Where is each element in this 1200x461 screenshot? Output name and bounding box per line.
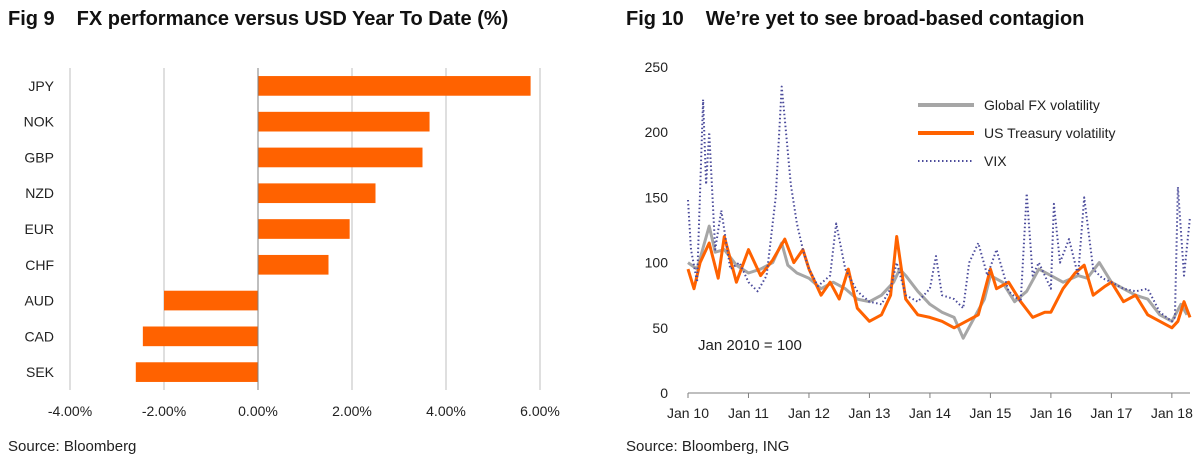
fig9-category-label: EUR: [24, 221, 54, 237]
fig10-y-tick-label: 100: [645, 255, 669, 271]
fig10-annotation: Jan 2010 = 100: [698, 337, 802, 354]
fig9-bar-chart: JPY NOK GBP NZD EUR CHF AUD CAD SEK -4.00% -2.00% 0…: [24, 68, 560, 419]
fig9-category-label: NOK: [24, 114, 55, 130]
fig9-category-label: CAD: [24, 328, 54, 344]
fig9-source: Source: Bloomberg: [8, 438, 137, 455]
fig9-number: Fig 9: [8, 8, 55, 30]
fig10-y-tick-label: 0: [660, 385, 668, 401]
fig9-category-label: GBP: [24, 149, 54, 165]
fig9-bar-nzd: [258, 183, 376, 204]
fig9-bar-aud: [164, 290, 258, 311]
fig10-series-vix: [687, 85, 1191, 323]
fig10-x-tick-label: Jan 15: [969, 405, 1011, 421]
fig9-x-tick-label: 4.00%: [426, 403, 466, 419]
fig9-bar-nok: [258, 111, 430, 132]
fig10-number: Fig 10: [626, 8, 684, 30]
fig10-y-tick-label: 200: [645, 124, 669, 140]
fig10-y-tick-label: 250: [645, 59, 669, 75]
fig10-title-text: We’re yet to see broad-based contagion: [705, 8, 1085, 30]
fig9-title-text: FX performance versus USD Year To Date (…: [76, 8, 509, 30]
fig9-bar-sek: [135, 362, 258, 382]
fig9-category-label: JPY: [28, 78, 54, 94]
fig10-y-tick-label: 50: [652, 320, 668, 336]
fig10-panel: Fig 10 We’re yet to see broad-based conta…: [600, 0, 1200, 461]
fig10-legend-label: Global FX volatility: [984, 97, 1100, 113]
fig10-x-tick-label: Jan 13: [848, 405, 890, 421]
fig9-bar-chf: [258, 254, 329, 275]
fig9-bar-eur: [258, 219, 350, 239]
fig10-title: Fig 10 We’re yet to see broad-based conta…: [626, 8, 1084, 31]
fig10-legend-label: VIX: [984, 153, 1007, 169]
fig9-title: Fig 9 FX performance versus USD Year To D…: [8, 8, 508, 31]
fig10-source: Source: Bloomberg, ING: [626, 438, 790, 455]
fig9-x-tick-label: 6.00%: [520, 403, 560, 419]
fig10-line-chart: 0 50 100 150 200 250 Jan 10 Jan 11 Jan 12 Jan 13 J…: [645, 59, 1193, 421]
fig10-series-global-fx: [687, 224, 1189, 340]
fig10-x-tick-label: Jan 14: [909, 405, 951, 421]
fig9-x-tick-label: 2.00%: [332, 403, 372, 419]
fig9-bar-jpy: [258, 76, 531, 96]
fig10-y-tick-label: 150: [645, 189, 669, 205]
fig9-category-label: CHF: [25, 257, 54, 273]
fig10-legend-label: US Treasury volatility: [984, 125, 1115, 141]
fig9-category-label: AUD: [24, 293, 54, 309]
fig9-bar-cad: [142, 326, 258, 347]
fig10-x-tick-label: Jan 18: [1151, 405, 1193, 421]
fig10-series-us-treasury: [686, 235, 1192, 330]
fig9-bar-gbp: [258, 147, 423, 168]
fig9-x-tick-label: -2.00%: [142, 403, 186, 419]
fig10-x-tick-label: Jan 10: [667, 405, 709, 421]
fig9-category-label: NZD: [25, 185, 54, 201]
fig10-x-tick-label: Jan 17: [1090, 405, 1132, 421]
fig9-panel: Fig 9 FX performance versus USD Year To D…: [8, 8, 560, 455]
fig9-x-tick-label: 0.00%: [238, 403, 278, 419]
fig10-x-tick-label: Jan 16: [1030, 405, 1072, 421]
fig10-x-tick-label: Jan 11: [728, 405, 769, 421]
fig10-x-tick-label: Jan 12: [788, 405, 830, 421]
fig9-x-tick-label: -4.00%: [48, 403, 92, 419]
fig9-category-label: SEK: [26, 364, 55, 380]
